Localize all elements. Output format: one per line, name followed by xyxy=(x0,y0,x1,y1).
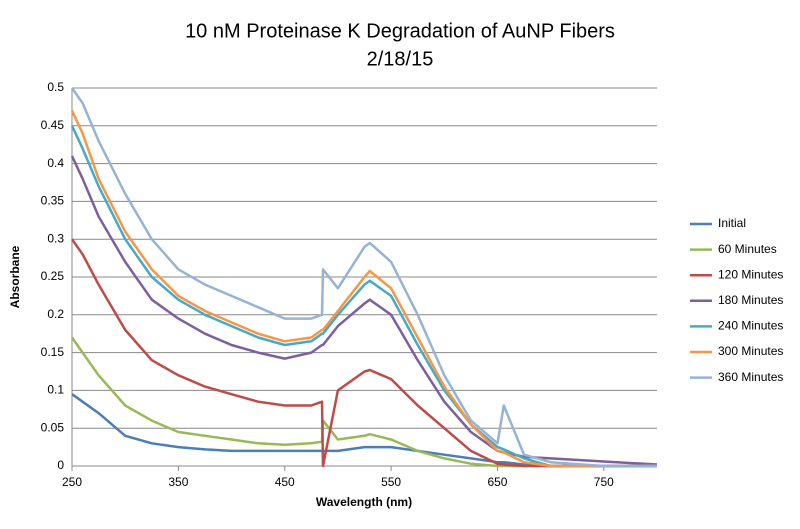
y-axis-label: Absorbane xyxy=(8,245,22,308)
data-line xyxy=(70,87,657,468)
y-tick-label: 0 xyxy=(57,458,64,472)
data-line xyxy=(70,238,657,468)
data-line xyxy=(70,110,657,468)
legend-label: 300 Minutes xyxy=(718,344,783,358)
data-line xyxy=(70,125,657,468)
legend-label: Initial xyxy=(718,216,746,230)
y-tick-label: 0.5 xyxy=(47,80,64,94)
y-tick-label: 0.4 xyxy=(47,156,64,170)
y-tick-label: 0.45 xyxy=(41,118,65,132)
x-tick-label: 250 xyxy=(62,475,82,489)
x-tick-label: 750 xyxy=(594,475,614,489)
y-tick-label: 0.05 xyxy=(41,420,65,434)
legend-label: 360 Minutes xyxy=(718,370,783,384)
legend-label: 240 Minutes xyxy=(718,319,783,333)
chart-title: 10 nM Proteinase K Degradation of AuNP F… xyxy=(185,20,615,42)
data-line xyxy=(70,155,658,466)
y-tick-label: 0.25 xyxy=(41,269,65,283)
y-tick-label: 0.35 xyxy=(41,194,65,208)
legend-label: 60 Minutes xyxy=(718,242,777,256)
x-tick-label: 650 xyxy=(487,475,507,489)
legend-label: 180 Minutes xyxy=(718,293,783,307)
x-tick-label: 550 xyxy=(381,475,401,489)
chart-subtitle: 2/18/15 xyxy=(367,48,434,70)
legend-label: 120 Minutes xyxy=(718,267,783,281)
y-tick-label: 0.3 xyxy=(47,231,64,245)
x-tick-label: 350 xyxy=(168,475,188,489)
x-axis-label: Wavelength (nm) xyxy=(316,495,412,509)
y-tick-label: 0.1 xyxy=(47,383,64,397)
x-tick-label: 450 xyxy=(275,475,295,489)
data-line xyxy=(71,393,657,468)
y-tick-label: 0.15 xyxy=(41,345,65,359)
y-tick-label: 0.2 xyxy=(47,307,64,321)
